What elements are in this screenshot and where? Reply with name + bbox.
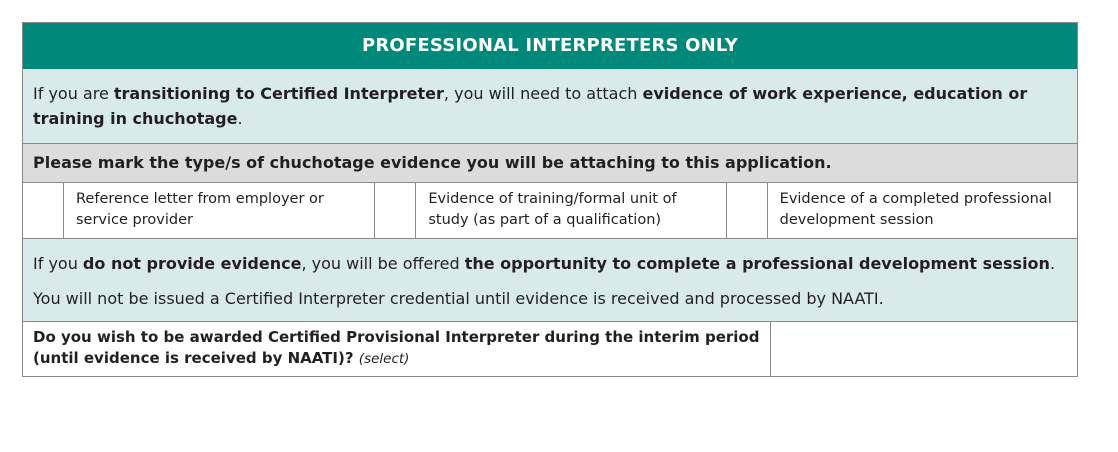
info-text-part: , you will be offered (301, 254, 465, 273)
section-header: PROFESSIONAL INTERPRETERS ONLY (23, 23, 1077, 69)
info-text-part: . (1049, 254, 1056, 273)
intro-text-part: If you are (33, 84, 114, 103)
evidence-option-pd-session: Evidence of a completed professional dev… (725, 183, 1077, 238)
reference-letter-checkbox[interactable] (23, 183, 64, 238)
option-label: Evidence of training/formal unit of stud… (428, 191, 677, 228)
no-evidence-info: If you do not provide evidence, you will… (23, 239, 1077, 321)
provisional-answer-select[interactable] (771, 322, 1077, 376)
interpreter-form-section: PROFESSIONAL INTERPRETERS ONLY If you ar… (22, 22, 1078, 377)
question-text: Do you wish to be awarded Certified Prov… (33, 328, 760, 367)
training-evidence-checkbox[interactable] (374, 183, 417, 238)
info-bold-opportunity: the opportunity to complete a profession… (464, 254, 1050, 273)
evidence-options: Reference letter from employer or servic… (23, 183, 1077, 239)
pd-session-checkbox[interactable] (725, 183, 768, 238)
select-hint: (select) (358, 351, 410, 367)
intro-bold-transition: transitioning to Certified Interpreter (113, 84, 444, 103)
intro-text: If you are transitioning to Certified In… (23, 69, 1077, 144)
intro-text-part: . (237, 109, 243, 128)
intro-bold-evidence: evidence of work experience, education o… (33, 84, 1028, 128)
info-paragraph-1: If you do not provide evidence, you will… (33, 251, 1067, 276)
info-bold-no-evidence: do not provide evidence (82, 254, 302, 273)
evidence-option-reference-letter: Reference letter from employer or servic… (23, 183, 374, 238)
option-label: Reference letter from employer or servic… (76, 191, 324, 228)
info-paragraph-2: You will not be issued a Certified Inter… (33, 289, 884, 308)
evidence-option-training: Evidence of training/formal unit of stud… (374, 183, 725, 238)
provisional-question-row: Do you wish to be awarded Certified Prov… (23, 321, 1077, 376)
option-label: Evidence of a completed professional dev… (779, 191, 1052, 228)
evidence-type-prompt: Please mark the type/s of chuchotage evi… (23, 144, 1077, 183)
provisional-question: Do you wish to be awarded Certified Prov… (23, 322, 771, 376)
info-text-part: If you (33, 254, 83, 273)
intro-text-part: , you will need to attach (443, 84, 643, 103)
